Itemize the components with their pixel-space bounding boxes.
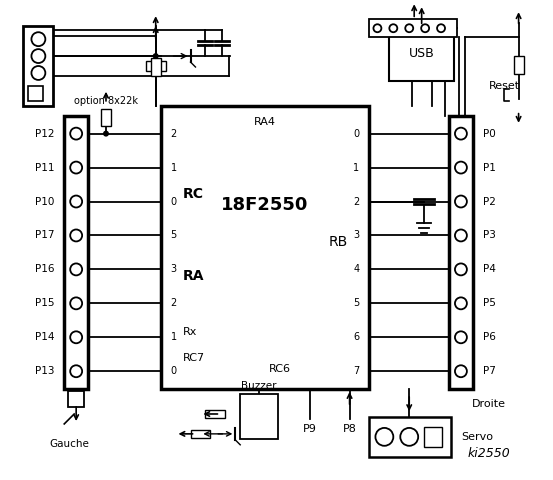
Text: P4: P4 [483,264,495,275]
Text: P8: P8 [343,424,357,434]
Text: 5: 5 [171,230,177,240]
Bar [64,116,88,389]
Text: P3: P3 [483,230,495,240]
Text: P0: P0 [483,129,495,139]
Text: 0: 0 [171,366,177,376]
Circle shape [455,298,467,309]
Text: P2: P2 [483,196,495,206]
Text: RB: RB [328,235,348,249]
Circle shape [405,24,413,32]
Circle shape [400,428,418,446]
Text: RC7: RC7 [182,353,205,363]
Circle shape [437,24,445,32]
Text: P6: P6 [483,332,495,342]
Bar [68,391,84,407]
Circle shape [375,428,393,446]
Bar [514,56,524,74]
Text: 18F2550: 18F2550 [221,196,309,214]
Text: 1: 1 [171,332,177,342]
Bar [389,26,454,81]
Text: option 8x22k: option 8x22k [74,96,138,106]
Text: P10: P10 [35,196,54,206]
Text: P17: P17 [35,230,54,240]
Text: RA: RA [182,269,204,283]
Text: 5: 5 [353,299,359,308]
Text: USB: USB [409,47,435,60]
Bar [101,109,111,126]
Bar [190,430,210,438]
Circle shape [455,264,467,276]
Text: 7: 7 [353,366,359,376]
Bar [23,26,53,106]
Circle shape [455,365,467,377]
Text: 1: 1 [171,163,177,173]
Circle shape [455,331,467,343]
Text: 1: 1 [353,163,359,173]
Circle shape [32,66,45,80]
Text: 4: 4 [353,264,359,275]
Text: Gauche: Gauche [49,439,89,449]
Circle shape [32,49,45,63]
Circle shape [455,162,467,174]
Text: Servo: Servo [461,432,493,442]
Bar [240,394,278,439]
Circle shape [70,331,82,343]
Circle shape [153,53,159,59]
Bar [151,58,161,76]
Text: 0: 0 [171,196,177,206]
Text: Rx: Rx [182,327,197,337]
Circle shape [455,229,467,241]
Text: P1: P1 [483,163,495,173]
Text: 2: 2 [171,129,177,139]
Bar [424,427,442,447]
Circle shape [455,195,467,207]
Circle shape [32,32,45,46]
Circle shape [389,24,397,32]
Text: P15: P15 [35,299,54,308]
Text: 3: 3 [171,264,177,275]
Text: P9: P9 [303,424,317,434]
Circle shape [103,131,109,137]
Bar [369,19,457,37]
Circle shape [70,128,82,140]
Circle shape [421,24,429,32]
Bar [28,86,43,101]
Circle shape [70,264,82,276]
Text: P5: P5 [483,299,495,308]
Bar [205,410,225,418]
Bar [146,61,166,71]
Text: RC: RC [182,187,204,201]
Circle shape [70,229,82,241]
Text: Reset: Reset [489,81,520,91]
Text: 2: 2 [171,299,177,308]
Text: P13: P13 [35,366,54,376]
Bar [449,116,473,389]
Bar [161,106,369,389]
Circle shape [70,298,82,309]
Text: RC6: RC6 [269,364,291,374]
Text: 6: 6 [353,332,359,342]
Text: Droite: Droite [472,399,506,409]
Circle shape [70,365,82,377]
Circle shape [70,162,82,174]
Circle shape [70,195,82,207]
Text: P12: P12 [35,129,54,139]
Text: ki2550: ki2550 [467,447,510,460]
Circle shape [373,24,382,32]
Text: 3: 3 [353,230,359,240]
Text: P11: P11 [35,163,54,173]
Text: P16: P16 [35,264,54,275]
Text: RA4: RA4 [254,117,276,127]
Text: 2: 2 [353,196,359,206]
Text: Buzzer: Buzzer [241,381,277,391]
Text: P7: P7 [483,366,495,376]
Bar [369,417,451,457]
Circle shape [455,128,467,140]
Text: P14: P14 [35,332,54,342]
Text: 0: 0 [353,129,359,139]
